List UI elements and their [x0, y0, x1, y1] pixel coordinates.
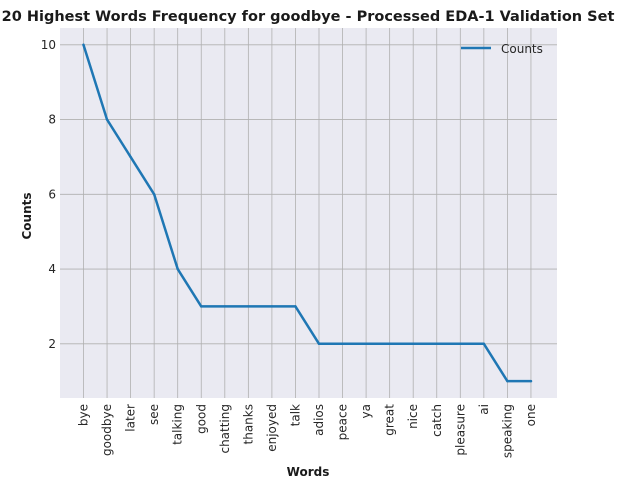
legend: Counts	[461, 42, 543, 56]
y-axis: 2 4 6 8 10	[41, 38, 56, 351]
y-tick-label: 8	[48, 113, 56, 127]
x-tick-label: goodbye	[100, 404, 114, 456]
x-tick-label: talking	[171, 404, 185, 445]
y-tick-label: 10	[41, 38, 56, 52]
legend-label: Counts	[501, 42, 543, 56]
data-point	[129, 155, 132, 159]
x-tick-label: speaking	[500, 404, 514, 458]
x-tick-label: bye	[77, 404, 91, 426]
data-point	[270, 305, 274, 308]
x-tick-label: thanks	[241, 404, 255, 444]
y-tick-label: 4	[48, 262, 56, 276]
x-tick-label: enjoyed	[265, 404, 279, 452]
data-point	[317, 342, 321, 346]
x-tick-label: nice	[406, 404, 420, 429]
data-point	[506, 379, 509, 383]
x-tick-label: adios	[312, 404, 326, 436]
x-tick-label: pleasure	[453, 404, 467, 456]
data-point	[176, 267, 179, 271]
x-tick-label: good	[194, 404, 208, 434]
x-tick-label: ai	[477, 404, 491, 415]
data-point	[364, 342, 368, 346]
x-axis-label: Words	[287, 465, 330, 479]
chart-title: 20 Highest Words Frequency for goodbye -…	[2, 9, 615, 25]
data-point	[105, 118, 109, 121]
data-point	[247, 305, 250, 308]
x-tick-label: talk	[288, 404, 302, 426]
data-point	[412, 342, 415, 346]
series-layer	[82, 43, 533, 383]
y-tick-label: 6	[48, 187, 56, 201]
data-point	[388, 342, 391, 346]
x-tick-label: ya	[359, 404, 373, 418]
data-point	[200, 305, 203, 308]
data-point	[482, 342, 486, 346]
data-point	[459, 342, 462, 346]
x-axis: bye goodbye later see talking good chatting tha…	[77, 404, 538, 458]
x-tick-label: one	[524, 404, 538, 426]
x-tick-label: chatting	[218, 404, 232, 454]
x-tick-label: peace	[336, 404, 350, 440]
y-tick-label: 2	[48, 337, 56, 351]
data-point	[341, 342, 344, 346]
x-tick-label: later	[124, 404, 138, 432]
plot-area	[60, 28, 557, 398]
data-point	[223, 305, 226, 308]
data-point	[294, 305, 297, 308]
grid	[60, 28, 557, 398]
data-point	[152, 193, 156, 196]
x-tick-label: see	[147, 404, 161, 425]
x-tick-label: catch	[430, 404, 444, 437]
data-point	[529, 379, 533, 383]
data-point	[435, 342, 438, 346]
data-point	[82, 43, 85, 47]
series-line	[82, 43, 533, 383]
y-axis-label: Counts	[20, 192, 34, 239]
x-tick-label: great	[383, 404, 397, 436]
